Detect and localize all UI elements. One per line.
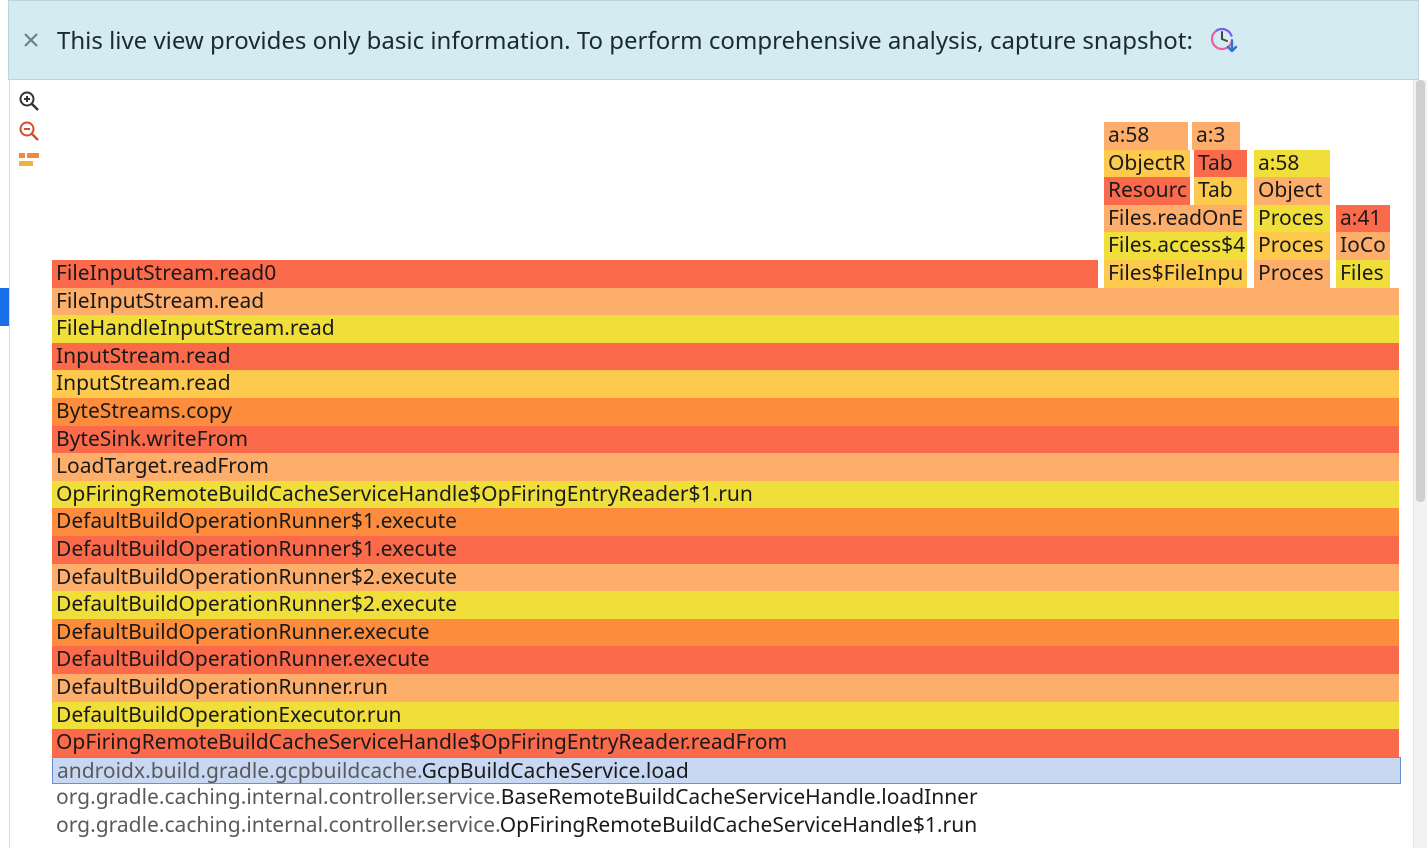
- flame-frame[interactable]: InputStream.read: [52, 370, 1401, 398]
- flame-frame[interactable]: LoadTarget.readFrom: [52, 453, 1401, 481]
- flame-frame[interactable]: Proces: [1254, 232, 1332, 260]
- flame-graph[interactable]: a:58a:3ObjectRTaba:58ResourcTabObjectFil…: [52, 88, 1413, 848]
- flame-layout-icon[interactable]: [16, 148, 42, 174]
- flame-frame[interactable]: DefaultBuildOperationExecutor.run: [52, 702, 1401, 730]
- flame-frame[interactable]: FileInputStream.read0: [52, 260, 1100, 288]
- flame-frame[interactable]: IoCo: [1336, 232, 1392, 260]
- flame-frame[interactable]: ByteStreams.copy: [52, 398, 1401, 426]
- flame-frame[interactable]: OpFiringRemoteBuildCacheServiceHandle$Op…: [52, 729, 1401, 757]
- flame-frame[interactable]: Files: [1336, 260, 1392, 288]
- flame-frame[interactable]: DefaultBuildOperationRunner.execute: [52, 619, 1401, 647]
- frame-method: GcpBuildCacheService.load: [422, 757, 689, 785]
- flame-frame[interactable]: Proces: [1254, 205, 1332, 233]
- flame-frame[interactable]: a:41: [1336, 205, 1392, 233]
- scrollbar-thumb[interactable]: [1416, 80, 1425, 502]
- close-icon[interactable]: [21, 30, 41, 50]
- flame-frame[interactable]: Files.access$4: [1104, 232, 1249, 260]
- flame-frame[interactable]: Files.readOnE: [1104, 205, 1249, 233]
- flame-frame[interactable]: Resourc: [1104, 177, 1192, 205]
- flame-frame[interactable]: Object: [1254, 177, 1332, 205]
- flame-frame[interactable]: org.gradle.caching.internal.controller.s…: [52, 784, 1401, 812]
- frame-package: org.gradle.caching.internal.controller.s…: [56, 812, 500, 839]
- flame-frame[interactable]: FileInputStream.read: [52, 288, 1401, 316]
- flame-toolbar: [14, 88, 44, 174]
- flame-frame[interactable]: DefaultBuildOperationRunner$1.execute: [52, 536, 1401, 564]
- frame-package: androidx.build.gradle.gcpbuildcache.: [57, 757, 422, 785]
- flame-frame[interactable]: Files$FileInpu: [1104, 260, 1249, 288]
- flame-frame[interactable]: ByteSink.writeFrom: [52, 426, 1401, 454]
- info-banner: This live view provides only basic infor…: [8, 0, 1419, 80]
- flame-frame[interactable]: InputStream.read: [52, 343, 1401, 371]
- flame-frame[interactable]: OpFiringRemoteBuildCacheServiceHandle$Op…: [52, 481, 1401, 509]
- flame-frame[interactable]: a:58: [1104, 122, 1190, 150]
- flame-frame[interactable]: DefaultBuildOperationRunner$2.execute: [52, 591, 1401, 619]
- left-separator: [9, 80, 10, 848]
- vertical-scrollbar[interactable]: [1413, 80, 1427, 848]
- flame-frame-selected[interactable]: androidx.build.gradle.gcpbuildcache.GcpB…: [52, 757, 1401, 785]
- zoom-in-icon[interactable]: [16, 88, 42, 114]
- frame-method: OpFiringRemoteBuildCacheServiceHandle$1.…: [500, 812, 977, 839]
- flame-frame[interactable]: Tab: [1194, 150, 1249, 178]
- flame-frame[interactable]: a:58: [1254, 150, 1332, 178]
- flame-frame[interactable]: ObjectR: [1104, 150, 1192, 178]
- zoom-out-icon[interactable]: [16, 118, 42, 144]
- flame-frame[interactable]: DefaultBuildOperationRunner.execute: [52, 646, 1401, 674]
- flame-frame[interactable]: DefaultBuildOperationRunner$1.execute: [52, 508, 1401, 536]
- flame-frame[interactable]: Tab: [1194, 177, 1249, 205]
- frame-package: org.gradle.caching.internal.controller.s…: [56, 784, 501, 811]
- frame-method: BaseRemoteBuildCacheServiceHandle.loadIn…: [501, 784, 978, 811]
- flame-frame[interactable]: Proces: [1254, 260, 1332, 288]
- flame-frame[interactable]: DefaultBuildOperationRunner$2.execute: [52, 564, 1401, 592]
- profiler-snapshot-icon[interactable]: [1207, 24, 1239, 56]
- flame-frame[interactable]: org.gradle.caching.internal.controller.s…: [52, 812, 1401, 840]
- flame-frame[interactable]: FileHandleInputStream.read: [52, 315, 1401, 343]
- flame-frame[interactable]: a:3: [1192, 122, 1242, 150]
- banner-message: This live view provides only basic infor…: [57, 24, 1193, 57]
- flame-frame[interactable]: DefaultBuildOperationRunner.run: [52, 674, 1401, 702]
